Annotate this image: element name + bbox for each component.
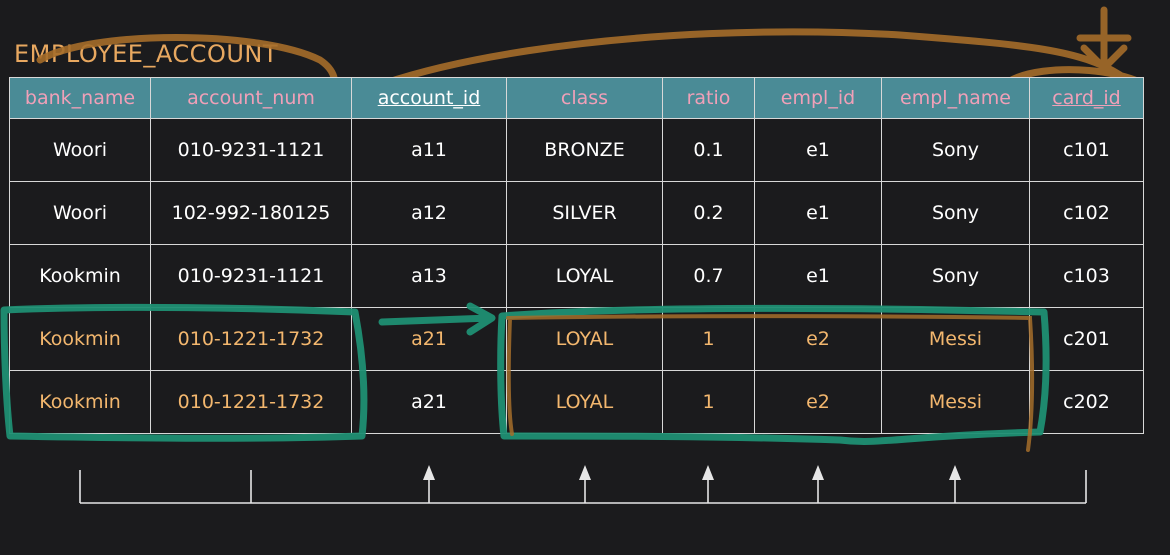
- table-row: Kookmin 010-9231-1121 a13 LOYAL 0.7 e1 S…: [10, 245, 1144, 308]
- arrow-up-icon: [423, 465, 435, 480]
- cell-bank-name: Kookmin: [10, 308, 151, 371]
- table-row: Woori 102-992-180125 a12 SILVER 0.2 e1 S…: [10, 182, 1144, 245]
- cell-empl-name: Sony: [882, 182, 1030, 245]
- cell-class: LOYAL: [507, 371, 663, 434]
- col-header-empl-id: empl_id: [755, 78, 882, 119]
- cell-empl-id: e2: [755, 308, 882, 371]
- cell-ratio: 1: [663, 308, 755, 371]
- cell-account-id: a21: [352, 371, 507, 434]
- col-header-bank-name: bank_name: [10, 78, 151, 119]
- cell-empl-id: e1: [755, 182, 882, 245]
- cell-account-num: 010-1221-1732: [151, 371, 352, 434]
- cell-class: LOYAL: [507, 245, 663, 308]
- cell-account-num: 102-992-180125: [151, 182, 352, 245]
- col-header-ratio: ratio: [663, 78, 755, 119]
- table-row: Woori 010-9231-1121 a11 BRONZE 0.1 e1 So…: [10, 119, 1144, 182]
- table-row-highlighted: Kookmin 010-1221-1732 a21 LOYAL 1 e2 Mes…: [10, 308, 1144, 371]
- cell-class: LOYAL: [507, 308, 663, 371]
- cell-empl-name: Sony: [882, 119, 1030, 182]
- annotation-card-id-arrow: [1080, 10, 1128, 68]
- cell-card-id: c101: [1030, 119, 1144, 182]
- cell-empl-name: Messi: [882, 308, 1030, 371]
- col-header-account-id: account_id: [352, 78, 507, 119]
- cell-card-id: c103: [1030, 245, 1144, 308]
- cell-bank-name: Kookmin: [10, 245, 151, 308]
- arrow-up-icon: [949, 465, 961, 480]
- cell-bank-name: Kookmin: [10, 371, 151, 434]
- cell-account-id: a11: [352, 119, 507, 182]
- cell-ratio: 1: [663, 371, 755, 434]
- cell-account-id: a21: [352, 308, 507, 371]
- arrow-up-icon: [812, 465, 824, 480]
- cell-ratio: 0.2: [663, 182, 755, 245]
- cell-account-id: a12: [352, 182, 507, 245]
- cell-empl-id: e2: [755, 371, 882, 434]
- cell-bank-name: Woori: [10, 119, 151, 182]
- cell-bank-name: Woori: [10, 182, 151, 245]
- arrow-up-icon: [579, 465, 591, 480]
- table-row-highlighted: Kookmin 010-1221-1732 a21 LOYAL 1 e2 Mes…: [10, 371, 1144, 434]
- cell-account-num: 010-9231-1121: [151, 245, 352, 308]
- table-title: EMPLOYEE_ACCOUNT: [14, 40, 278, 68]
- cell-ratio: 0.1: [663, 119, 755, 182]
- employee-account-table: bank_name account_num account_id class r…: [9, 77, 1144, 434]
- cell-empl-name: Messi: [882, 371, 1030, 434]
- col-header-account-num: account_num: [151, 78, 352, 119]
- dependency-lines: [80, 465, 1086, 503]
- cell-card-id: c201: [1030, 308, 1144, 371]
- col-header-empl-name: empl_name: [882, 78, 1030, 119]
- cell-card-id: c202: [1030, 371, 1144, 434]
- header-row: bank_name account_num account_id class r…: [10, 78, 1144, 119]
- cell-empl-id: e1: [755, 119, 882, 182]
- cell-ratio: 0.7: [663, 245, 755, 308]
- cell-card-id: c102: [1030, 182, 1144, 245]
- cell-class: BRONZE: [507, 119, 663, 182]
- cell-account-num: 010-9231-1121: [151, 119, 352, 182]
- cell-account-num: 010-1221-1732: [151, 308, 352, 371]
- col-header-card-id: card_id: [1030, 78, 1144, 119]
- col-header-class: class: [507, 78, 663, 119]
- cell-class: SILVER: [507, 182, 663, 245]
- cell-account-id: a13: [352, 245, 507, 308]
- cell-empl-id: e1: [755, 245, 882, 308]
- arrow-up-icon: [702, 465, 714, 480]
- cell-empl-name: Sony: [882, 245, 1030, 308]
